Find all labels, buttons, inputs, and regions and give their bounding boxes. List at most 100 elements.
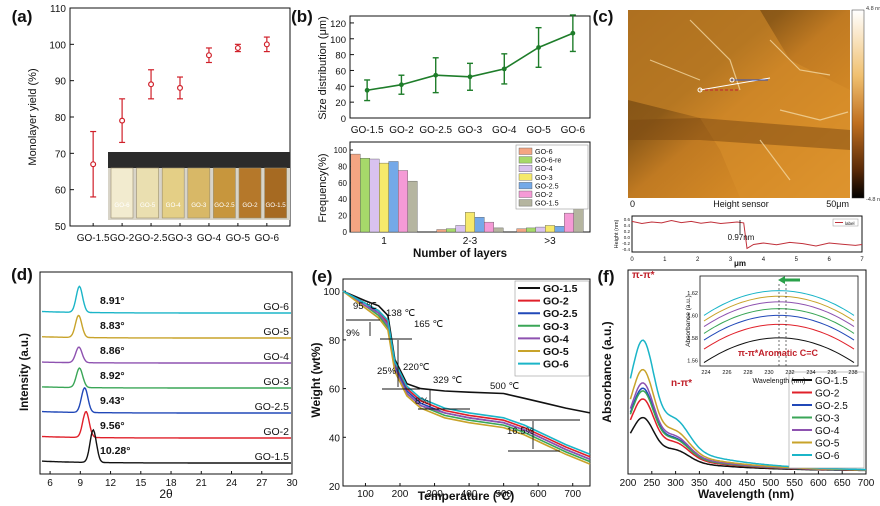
y-tick-label-e: 100 <box>323 287 340 298</box>
bar-GO-4 <box>369 158 380 233</box>
inset-x-tick: 230 <box>764 370 773 376</box>
y-tick-label-b-bottom: 80 <box>338 162 347 171</box>
legend-label-b: GO-6-re <box>535 156 561 165</box>
afm-profile-marker <box>697 87 703 93</box>
x-tick-label-d: 21 <box>196 478 208 489</box>
vial <box>110 167 134 219</box>
x-tick-label-d: 12 <box>105 478 117 489</box>
y-tick-label-a: 110 <box>50 4 66 15</box>
xrd-series-label: GO-6 <box>263 301 289 313</box>
x-tick-label-b-top: GO-4 <box>492 125 517 136</box>
x-tick-label-a: GO-3 <box>168 233 193 244</box>
vial <box>187 167 211 219</box>
legend-label-b: GO-4 <box>535 164 553 173</box>
tga-curve-GO-6 <box>342 290 591 456</box>
panel-f: (f) Absorbance (a.u.) Wavelength (nm) 200 25… <box>598 267 875 501</box>
afm-wrinkle <box>779 109 849 121</box>
x-tick-label-b-top: GO-2 <box>389 125 414 136</box>
x-tick-label-e: 500 <box>495 489 512 500</box>
y-tick-label-b-bottom: 20 <box>338 212 347 221</box>
xrd-curve-GO-2.5 <box>42 386 291 414</box>
xrd-peak-label: 8.91° <box>100 295 125 307</box>
afm-wrinkle <box>759 139 791 181</box>
vial-label: GO-3 <box>191 202 207 209</box>
bar-GO-6 <box>516 228 527 233</box>
legend-label-b: GO-1.5 <box>535 199 559 208</box>
panel-label-c: (c) <box>593 7 614 26</box>
afm-x-right: 50μm <box>826 199 849 209</box>
x-tick-label-d: 6 <box>47 478 53 489</box>
profile-x-tick: 3 <box>729 257 733 263</box>
legend-label-e: GO-2 <box>543 296 569 308</box>
bar-GO-6-re <box>526 227 536 233</box>
vial <box>264 167 287 219</box>
y-tick-label-e: 60 <box>329 385 341 396</box>
panel-label-b: (b) <box>291 7 313 26</box>
bar-GO-2.5 <box>388 161 399 233</box>
profile-y-tick: 0.6 <box>624 217 631 222</box>
y-tick-label-a: 50 <box>55 222 67 233</box>
tga-annotation: 95 ℃ <box>353 301 377 312</box>
inset-x-label: Wavelength (nm) <box>752 378 805 385</box>
afm-x-label: Height sensor <box>713 199 769 209</box>
xrd-curve-GO-4 <box>42 346 291 364</box>
uv-curve-GO-6 <box>629 339 867 471</box>
y-tick-label-e: 80 <box>329 336 341 347</box>
x-tick-label-a: GO-2.5 <box>135 233 168 244</box>
x-tick-label-f: 400 <box>715 478 732 489</box>
xrd-peak-label: 8.92° <box>100 370 125 382</box>
legend-label-e: GO-4 <box>543 333 569 345</box>
profile-frame <box>631 215 863 253</box>
inset-y-tick: 1.60 <box>687 313 698 319</box>
x-tick-label-d: 15 <box>135 478 147 489</box>
uv-annotation: n-π* <box>671 378 692 389</box>
x-tick-label-a: GO-1.5 <box>77 233 110 244</box>
bar-GO-2 <box>484 221 494 233</box>
data-point-a <box>119 117 126 124</box>
plot-frame-b-top <box>349 15 591 119</box>
xrd-curve-GO-3 <box>42 367 291 389</box>
xrd-peak-label: 8.83° <box>100 320 125 332</box>
xrd-curve-GO-5 <box>41 314 291 339</box>
y-tick-label-b-top: 60 <box>335 66 346 77</box>
bar-GO-6 <box>436 229 447 233</box>
inset-photo-vials: GO-6 GO-5 GO-4 GO-3 GO-2.5 GO-2 GO-1.5 <box>108 152 290 220</box>
legend-swatch-b <box>518 147 533 155</box>
inset-x-tick: 236 <box>827 370 836 376</box>
xrd-series-label: GO-5 <box>263 326 289 338</box>
x-tick-label-a: GO-4 <box>197 233 222 244</box>
profile-y-tick: -0.4 <box>622 247 630 252</box>
bar-GO-6-re <box>446 228 456 233</box>
profile-x-tick: 0 <box>630 257 634 263</box>
xrd-peak-label: 8.86° <box>100 345 125 357</box>
x-axis-label-d: 2θ <box>159 487 173 501</box>
uv-annotation: π-π* <box>632 270 655 281</box>
xrd-series-label: GO-1.5 <box>255 451 290 463</box>
data-point-b <box>536 45 541 50</box>
tga-annotation: 16.5% <box>507 426 534 437</box>
bar-GO-3 <box>379 162 389 233</box>
inset-curve <box>703 314 855 341</box>
x-tick-label-e: 400 <box>461 489 478 500</box>
bar-GO-1.5 <box>407 180 418 233</box>
x-tick-label-d: 30 <box>286 478 298 489</box>
profile-x-tick: 2 <box>696 257 700 263</box>
x-axis-label-f: Wavelength (nm) <box>698 487 794 501</box>
y-tick-label-e: 40 <box>329 433 341 444</box>
legend-label-e: GO-2.5 <box>543 308 578 320</box>
plot-frame-d <box>39 271 293 475</box>
y-tick-label-b-bottom: 40 <box>338 195 347 204</box>
inset-x-tick: 224 <box>701 370 710 376</box>
xrd-series-label: GO-2.5 <box>255 401 290 413</box>
vial-label: GO-2.5 <box>214 202 235 209</box>
y-tick-label-a: 90 <box>55 77 67 88</box>
y-tick-label-b-top: 80 <box>335 51 346 62</box>
xrd-curve-GO-6 <box>41 285 291 314</box>
legend-label-e: GO-6 <box>543 359 569 371</box>
x-tick-label-d: 18 <box>165 478 177 489</box>
x-tick-label-b-bottom: 1 <box>381 236 387 247</box>
inset-curve <box>703 290 855 316</box>
legend-label-f: GO-5 <box>815 439 840 450</box>
